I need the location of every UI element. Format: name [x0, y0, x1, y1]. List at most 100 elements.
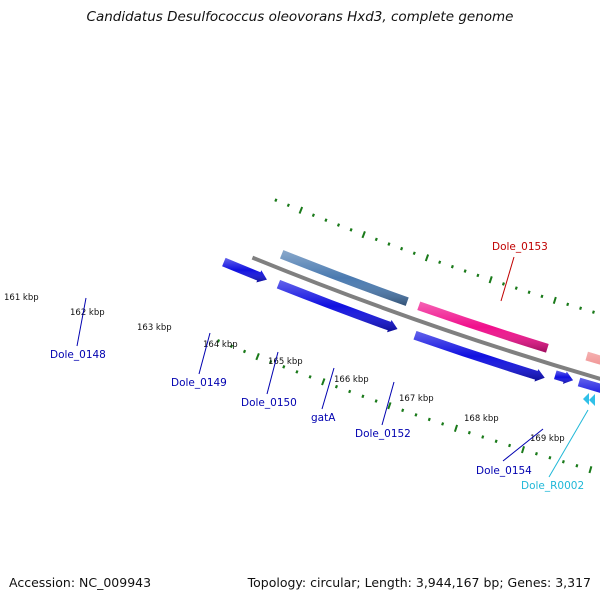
leader-line [321, 367, 335, 410]
gene-label-dole-0153[interactable]: Dole_0153 [492, 241, 548, 253]
major-tick [588, 466, 593, 474]
inner-tick-track [274, 198, 595, 314]
minor-tick [534, 451, 538, 456]
scale-label: 162 kbp [70, 308, 105, 318]
minor-tick [591, 310, 595, 314]
rna-arrow-head [589, 394, 595, 406]
scale-label: 164 kbp [203, 340, 238, 350]
minor-tick [334, 384, 338, 389]
feature-shading [413, 331, 545, 382]
minor-tick [412, 251, 416, 256]
major-tick [387, 402, 392, 410]
minor-tick [348, 389, 352, 394]
leader-line [502, 428, 544, 462]
major-tick [361, 231, 366, 239]
leader-line [381, 381, 395, 426]
genome-backbone [251, 255, 600, 381]
minor-tick [336, 223, 341, 227]
minor-tick [295, 370, 299, 374]
major-tick [453, 424, 459, 432]
scale-label: 167 kbp [399, 394, 434, 404]
minor-tick [374, 237, 378, 242]
minor-tick [401, 408, 405, 413]
minor-tick [575, 464, 579, 468]
outer-tick-track [216, 339, 593, 474]
minor-tick [501, 282, 505, 286]
minor-tick [540, 294, 544, 299]
feature-shading [554, 370, 574, 384]
scale-label: 161 kbp [4, 293, 39, 303]
minor-tick [216, 339, 221, 343]
topology-text: Topology: circular; Length: 3,944,167 bp… [247, 575, 591, 590]
gene-arrow-dole-r0002[interactable] [583, 393, 595, 406]
major-tick [488, 276, 493, 284]
minor-tick [242, 349, 247, 354]
minor-tick [508, 443, 512, 448]
minor-tick [414, 413, 418, 417]
feature-shading [222, 257, 267, 283]
feature-shading [577, 377, 600, 393]
minor-tick [481, 435, 485, 439]
minor-tick [548, 456, 552, 460]
minor-tick [514, 286, 518, 290]
minor-tick [374, 399, 378, 403]
rna-arrow-head [583, 393, 589, 405]
leader-line [548, 409, 589, 478]
scale-label: 163 kbp [137, 323, 172, 333]
minor-tick [282, 365, 286, 369]
leader-line [198, 332, 211, 375]
minor-tick [561, 460, 565, 464]
minor-tick [438, 260, 442, 265]
leader-line [76, 297, 87, 347]
minor-tick [324, 218, 328, 222]
scale-label: 165 kbp [268, 357, 303, 367]
feature-shading [280, 250, 409, 306]
gene-label-dole-0148[interactable]: Dole_0148 [50, 349, 106, 361]
major-tick [552, 296, 557, 305]
minor-tick [308, 375, 312, 379]
minor-tick [311, 213, 315, 218]
scale-label: 166 kbp [334, 375, 369, 385]
minor-tick [467, 430, 471, 435]
scale-label: 168 kbp [464, 414, 499, 424]
minor-tick [527, 290, 531, 295]
gene-label-dole-0154[interactable]: Dole_0154 [476, 465, 532, 477]
minor-tick [450, 264, 454, 269]
feature-track [222, 250, 600, 406]
minor-tick [269, 359, 273, 364]
feature-shading [585, 351, 600, 365]
map-title: Candidatus Desulfococcus oleovorans Hxd3… [86, 9, 514, 25]
major-tick [321, 378, 326, 386]
accession-text: Accession: NC_009943 [9, 575, 152, 590]
minor-tick [566, 302, 570, 307]
minor-tick [229, 344, 234, 349]
leader-line [266, 351, 279, 395]
gene-label-gata[interactable]: gatA [311, 412, 336, 424]
gene-label-dole-0150[interactable]: Dole_0150 [241, 397, 297, 409]
feature-shading [276, 280, 398, 333]
minor-tick [441, 422, 445, 426]
minor-tick [361, 394, 365, 399]
feature-shading [417, 301, 549, 353]
minor-tick [274, 198, 278, 202]
minor-tick [427, 417, 431, 422]
gene-label-dole-0149[interactable]: Dole_0149 [171, 377, 227, 389]
minor-tick [463, 269, 467, 273]
major-tick [255, 353, 260, 361]
minor-tick [400, 246, 404, 251]
gene-label-dole-r0002[interactable]: Dole_R0002 [521, 480, 584, 492]
major-tick [298, 206, 304, 214]
minor-tick [579, 306, 583, 311]
scale-labels: 161 kbp 162 kbp 163 kbp 164 kbp 165 kbp 166 k… [4, 293, 565, 444]
leader-line [500, 256, 515, 302]
scale-label: 169 kbp [530, 434, 565, 444]
gene-labels: Dole_0148 Dole_0149 Dole_0150 gatA Dole_0152… [50, 241, 589, 492]
minor-tick [494, 439, 498, 444]
minor-tick [476, 273, 480, 278]
minor-tick [286, 203, 290, 208]
gene-label-dole-0152[interactable]: Dole_0152 [355, 428, 411, 440]
minor-tick [387, 242, 391, 246]
major-tick [424, 254, 430, 262]
minor-tick [349, 228, 353, 232]
